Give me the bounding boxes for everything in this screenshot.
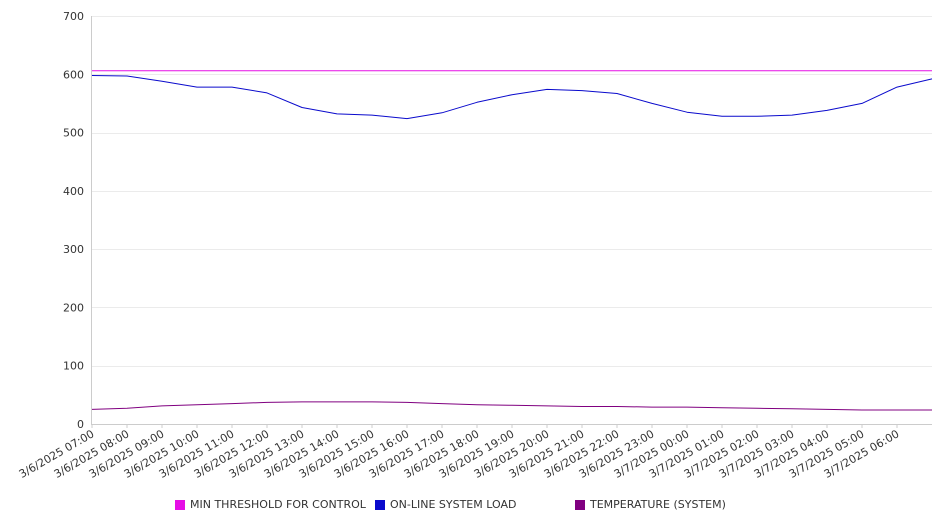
- gridlines: [92, 16, 932, 367]
- y-tick-label: 300: [63, 243, 84, 256]
- series-line-temperature: [91, 401, 932, 411]
- y-tick-label: 100: [63, 360, 84, 373]
- axes: [91, 16, 932, 425]
- y-tick-label: 0: [77, 418, 84, 431]
- legend-label-temperature: TEMPERATURE (SYSTEM): [590, 498, 726, 511]
- legend: MIN THRESHOLD FOR CONTROL ON-LINE SYSTEM…: [175, 498, 935, 514]
- legend-item-temperature[interactable]: TEMPERATURE (SYSTEM): [575, 498, 726, 511]
- legend-swatch-threshold: [175, 499, 185, 510]
- y-tick-label: 400: [63, 185, 84, 198]
- legend-item-threshold[interactable]: MIN THRESHOLD FOR CONTROL: [175, 498, 366, 511]
- y-tick-label: 600: [63, 68, 84, 81]
- series-lines: [91, 70, 933, 411]
- series-line-load: [91, 75, 933, 120]
- legend-item-load[interactable]: ON-LINE SYSTEM LOAD: [375, 498, 516, 511]
- legend-swatch-load: [375, 499, 385, 510]
- y-tick-label: 700: [63, 10, 84, 23]
- y-tick-labels: 0 100 200 300 400 500 600 700: [63, 10, 84, 431]
- legend-swatch-temperature: [575, 499, 585, 510]
- legend-label-threshold: MIN THRESHOLD FOR CONTROL: [190, 498, 366, 511]
- x-tick-labels: 3/6/2025 07:003/6/2025 08:003/6/2025 09:…: [17, 424, 902, 481]
- legend-label-load: ON-LINE SYSTEM LOAD: [390, 498, 517, 511]
- y-tick-label: 200: [63, 301, 84, 314]
- y-tick-label: 500: [63, 127, 84, 140]
